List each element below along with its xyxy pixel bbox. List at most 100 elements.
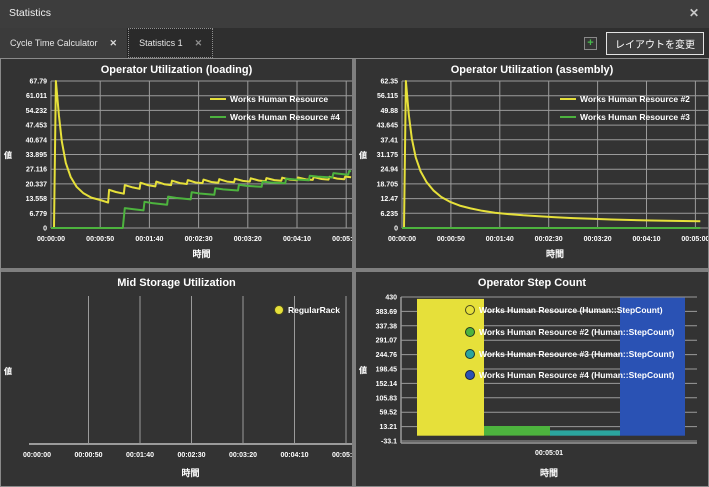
y-tick-label: 291.07 (376, 338, 398, 345)
y-axis-label: 値 (4, 366, 12, 377)
x-tick-label: 00:05:01 (535, 450, 563, 457)
tab-toolbar: + レイアウトを変更 (584, 28, 709, 58)
x-axis-label: 時間 (51, 247, 352, 260)
x-tick-label: 00:00:00 (388, 236, 416, 243)
legend-dot-swatch (465, 327, 475, 337)
tab-cycle-time-calculator[interactable]: Cycle Time Calculator ✕ (0, 28, 128, 58)
x-tick-label: 00:03:20 (584, 236, 612, 243)
legend-label: Works Human Resource #3 (Human::StepCoun… (479, 349, 674, 359)
x-tick-label: 00:01:40 (135, 236, 163, 243)
y-tick-label: 31.175 (377, 152, 399, 159)
y-tick-label: 430 (385, 295, 397, 302)
y-axis-label: 値 (359, 365, 367, 376)
legend-item: Works Human Resource #3 (Human::StepCoun… (465, 349, 674, 359)
y-tick-label: 24.94 (380, 167, 398, 174)
y-axis-label: 値 (359, 150, 367, 161)
y-tick-label: 0 (394, 226, 398, 233)
tab-close-icon[interactable]: ✕ (195, 38, 203, 49)
x-axis-label: 時間 (29, 466, 352, 479)
legend-dot-swatch (465, 349, 475, 359)
bar-3 (550, 430, 620, 435)
legend-item: Works Human Resource #2 (560, 94, 690, 104)
legend-item: Works Human Resource #3 (560, 112, 690, 122)
y-tick-label: 20.337 (26, 181, 48, 188)
bar-2 (484, 426, 550, 436)
tab-statistics-1[interactable]: Statistics 1 ✕ (128, 28, 213, 58)
legend-dot-swatch (274, 305, 284, 315)
chart-title: Operator Utilization (assembly) (356, 64, 708, 76)
tab-bar: Cycle Time Calculator ✕ Statistics 1 ✕ +… (0, 28, 709, 58)
y-axis-label: 値 (4, 150, 12, 161)
x-tick-label: 00:02:30 (177, 452, 205, 459)
legend-item: Works Human Resource (210, 94, 328, 104)
chart-panel-operator-step-count: 430383.69337.38291.07244.76198.45152.141… (356, 272, 708, 486)
legend-line-swatch (210, 98, 226, 100)
chart-panel-mid-storage-utilization: 00:00:0000:00:5000:01:4000:02:3000:03:20… (1, 272, 352, 486)
charts-grid: 00:00:00 00:00:50 00:01:40 00:02:30 00:03:20… (0, 58, 709, 487)
window-title: Statistics (9, 7, 51, 19)
y-tick-label: 244.76 (376, 352, 398, 359)
x-tick-label: 00:00:50 (437, 236, 465, 243)
plot-area: 00:00:00 00:00:50 00:01:40 00:02:30 00:03:20… (1, 59, 352, 268)
y-tick-label: 62.35 (380, 79, 398, 86)
x-tick-label: 00:05:00 (332, 452, 352, 459)
legend-item: RegularRack (274, 305, 340, 315)
y-tick-label: 27.116 (26, 167, 47, 174)
legend-label: Works Human Resource #2 (580, 94, 690, 104)
chart-panel-operator-utilization-assembly: 00:00:0000:00:5000:01:4000:02:3000:03:20… (356, 59, 708, 268)
y-tick-label: 18.705 (377, 181, 399, 188)
statistics-window: Statistics ✕ Cycle Time Calculator ✕ Sta… (0, 0, 709, 487)
x-tick-label: 00:04:10 (280, 452, 308, 459)
bar-4 (620, 298, 685, 436)
y-tick-label: 105.83 (376, 395, 398, 402)
tab-label: Statistics 1 (139, 38, 183, 48)
y-tick-label: 33.895 (26, 152, 48, 159)
change-layout-button[interactable]: レイアウトを変更 (606, 32, 704, 55)
y-tick-label: 13.558 (26, 196, 48, 203)
x-tick-label: 00:00:00 (37, 236, 65, 243)
x-axis-label: 時間 (402, 247, 708, 260)
y-tick-label: 54.232 (26, 108, 48, 115)
x-tick-label: 00:02:30 (185, 236, 213, 243)
legend-item: Works Human Resource (Human::StepCount) (465, 305, 663, 315)
tab-label: Cycle Time Calculator (10, 38, 98, 48)
y-tick-label: 56.115 (377, 93, 398, 100)
y-tick-label: 61.011 (26, 93, 47, 100)
y-tick-label: 337.38 (376, 323, 398, 330)
x-tick-label: 00:02:30 (535, 236, 563, 243)
y-tick-label: 49.88 (380, 108, 398, 115)
x-tick-label: 00:03:20 (229, 452, 257, 459)
legend-label: Works Human Resource (230, 94, 328, 104)
chart-title: Operator Step Count (356, 277, 708, 289)
y-tick-label: 47.453 (26, 123, 48, 130)
tab-close-icon[interactable]: ✕ (110, 38, 118, 49)
window-close-button[interactable]: ✕ (689, 6, 699, 20)
x-tick-label: 00:04:10 (283, 236, 311, 243)
plot-area: 00:00:0000:00:5000:01:4000:02:3000:03:20… (356, 59, 708, 268)
legend-item: Works Human Resource #4 (210, 112, 340, 122)
x-tick-label: 00:00:50 (86, 236, 114, 243)
window-titlebar: Statistics ✕ (0, 0, 709, 28)
bar-1 (417, 299, 484, 436)
y-tick-label: 13.21 (379, 424, 397, 431)
y-tick-label: 59.52 (379, 410, 397, 417)
y-tick-label: 40.674 (26, 137, 48, 144)
x-tick-label: 00:03:20 (234, 236, 262, 243)
legend-item: Works Human Resource #2 (Human::StepCoun… (465, 327, 674, 337)
y-tick-label: 152.14 (376, 381, 398, 388)
x-tick-label: 00:05:00 (332, 236, 352, 243)
legend-dot-swatch (465, 305, 475, 315)
legend-line-swatch (560, 98, 576, 100)
y-tick-label: 67.79 (29, 79, 47, 86)
x-tick-label: 00:00:50 (74, 452, 102, 459)
chart-title: Mid Storage Utilization (1, 277, 352, 289)
y-tick-label: 43.645 (377, 123, 399, 130)
chart-title: Operator Utilization (loading) (1, 64, 352, 76)
chart-panel-operator-utilization-loading: 00:00:00 00:00:50 00:01:40 00:02:30 00:03:20… (1, 59, 352, 268)
legend-item: Works Human Resource #4 (Human::StepCoun… (465, 370, 674, 380)
legend-line-swatch (210, 116, 226, 118)
legend-label: Works Human Resource #4 (230, 112, 340, 122)
y-tick-label: 198.45 (376, 367, 398, 374)
x-tick-label: 00:01:40 (126, 452, 154, 459)
add-icon[interactable]: + (584, 37, 597, 50)
